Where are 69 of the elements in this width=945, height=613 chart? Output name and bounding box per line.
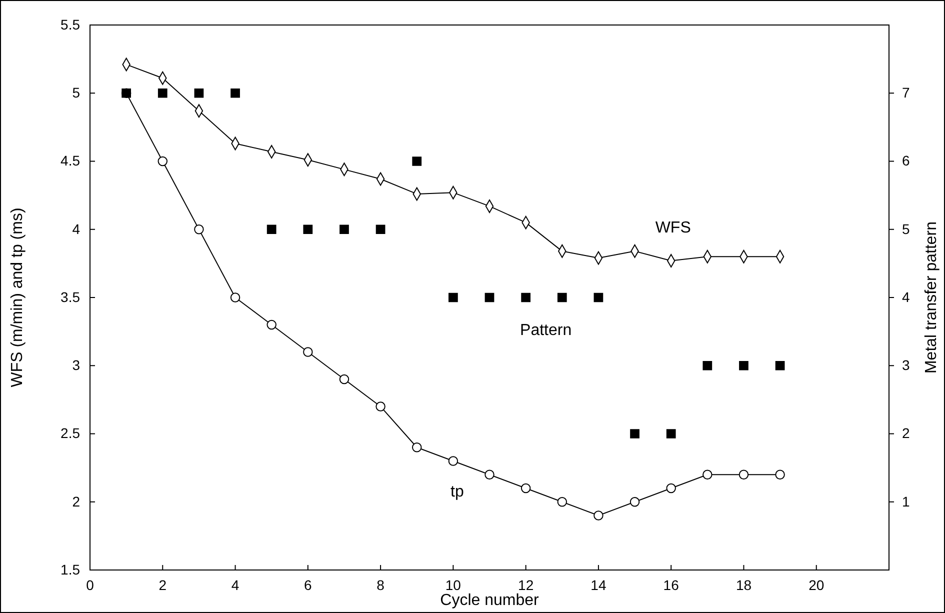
point <box>340 224 349 234</box>
point <box>630 497 640 507</box>
point <box>230 88 240 98</box>
y2-tick-label: 6 <box>902 152 910 169</box>
x-tick-label: 14 <box>590 576 606 593</box>
x-axis-title: Cycle number <box>440 592 540 609</box>
point <box>775 360 785 370</box>
series-label: Pattern <box>520 322 572 340</box>
x-tick-label: 12 <box>518 576 534 593</box>
point <box>521 292 530 302</box>
y-tick-label: 5 <box>72 84 80 101</box>
y-axis-title: WFS (m/min) and tp (ms) <box>9 208 26 388</box>
y-tick-label: 3.5 <box>60 288 80 305</box>
y-tick-label: 2 <box>72 493 80 510</box>
point <box>739 360 748 370</box>
point <box>194 224 204 234</box>
point <box>594 292 604 302</box>
point <box>266 320 276 330</box>
x-tick-label: 4 <box>231 576 240 593</box>
y2-axis-title: Metal transfer pattern <box>923 221 940 374</box>
y-tick-label: 5.5 <box>60 16 80 32</box>
point <box>702 470 712 480</box>
point <box>412 156 422 166</box>
point <box>484 470 494 480</box>
point <box>230 292 240 302</box>
y2-tick-label: 3 <box>902 357 910 374</box>
point <box>738 470 749 480</box>
point <box>158 88 168 98</box>
point <box>158 156 168 166</box>
y-tick-label: 3 <box>72 357 80 374</box>
point <box>266 224 276 234</box>
x-tick-label: 20 <box>808 576 824 593</box>
point <box>448 292 458 302</box>
point <box>376 402 386 412</box>
point <box>484 292 494 302</box>
y-tick-label: 4.5 <box>60 152 80 169</box>
y-tick-label: 4 <box>72 220 80 237</box>
y-tick-label: 1.5 <box>60 561 80 578</box>
point <box>666 483 676 494</box>
point <box>339 374 350 384</box>
y2-tick-label: 1 <box>902 493 910 510</box>
x-tick-label: 8 <box>376 576 385 593</box>
point <box>194 88 204 98</box>
point <box>702 360 712 370</box>
point <box>630 429 640 438</box>
point <box>520 483 531 494</box>
point <box>666 429 676 438</box>
x-tick-label: 0 <box>86 576 94 593</box>
point <box>376 224 386 234</box>
point <box>448 456 458 466</box>
x-tick-label: 10 <box>445 576 462 593</box>
point <box>775 470 785 480</box>
point <box>557 497 568 507</box>
x-tick-label: 16 <box>663 576 680 593</box>
y2-tick-label: 7 <box>902 84 910 101</box>
point <box>557 292 567 302</box>
point <box>303 224 313 234</box>
y-tick-label: 2.5 <box>60 425 80 442</box>
x-tick-label: 2 <box>158 576 167 593</box>
y2-tick-label: 4 <box>902 288 910 305</box>
x-tick-label: 18 <box>736 576 752 593</box>
point <box>412 442 422 452</box>
series-label: WFS <box>655 219 691 236</box>
point <box>594 510 604 520</box>
series-label: tp <box>450 484 464 501</box>
y2-tick-label: 2 <box>902 425 910 442</box>
y2-tick-label: 5 <box>902 220 910 237</box>
x-tick-label: 6 <box>304 576 312 593</box>
point <box>303 347 313 357</box>
